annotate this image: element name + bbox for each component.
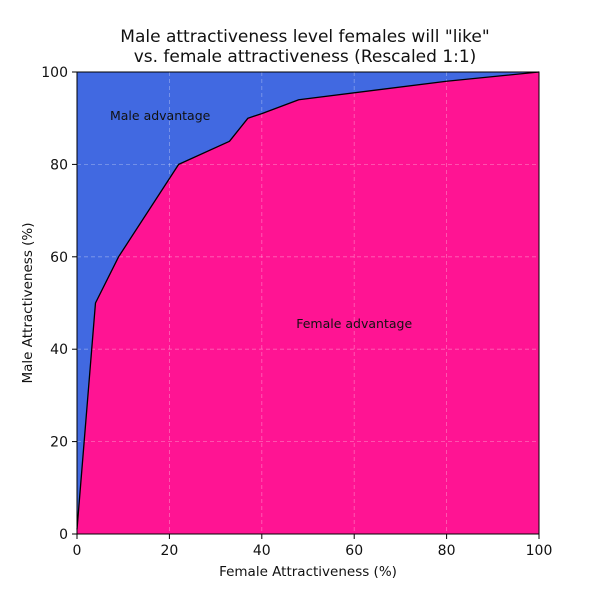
x-tick-label: 60 (345, 543, 363, 559)
y-tick-label: 20 (50, 435, 68, 451)
y-tick-label: 40 (50, 342, 68, 358)
female-advantage-label: Female advantage (296, 316, 412, 331)
chart-title-line-2: vs. female attractiveness (Rescaled 1:1) (134, 47, 477, 67)
y-tick-label: 0 (59, 527, 68, 543)
plot-frame (76, 71, 540, 535)
plot-area: 0 20 40 60 80 100 0 20 40 60 80 100 Male advantage Fe… (41, 65, 552, 559)
y-tick-label: 60 (50, 250, 68, 266)
x-tick-label: 100 (526, 543, 553, 559)
y-tick-label: 100 (41, 65, 68, 81)
x-axis-label: Female Attractiveness (%) (219, 564, 397, 580)
female-advantage-area (77, 72, 539, 534)
y-axis-label: Male Attractiveness (%) (20, 222, 36, 383)
x-tick-label: 80 (438, 543, 456, 559)
x-tick-label: 20 (160, 543, 178, 559)
y-tick-label: 80 (50, 157, 68, 173)
boundary-line (76, 71, 540, 530)
male-advantage-label: Male advantage (110, 108, 211, 123)
chart-title-line-1: Male attractiveness level females will "… (120, 27, 489, 47)
x-tick-label: 40 (253, 543, 271, 559)
x-tick-label: 0 (73, 543, 82, 559)
